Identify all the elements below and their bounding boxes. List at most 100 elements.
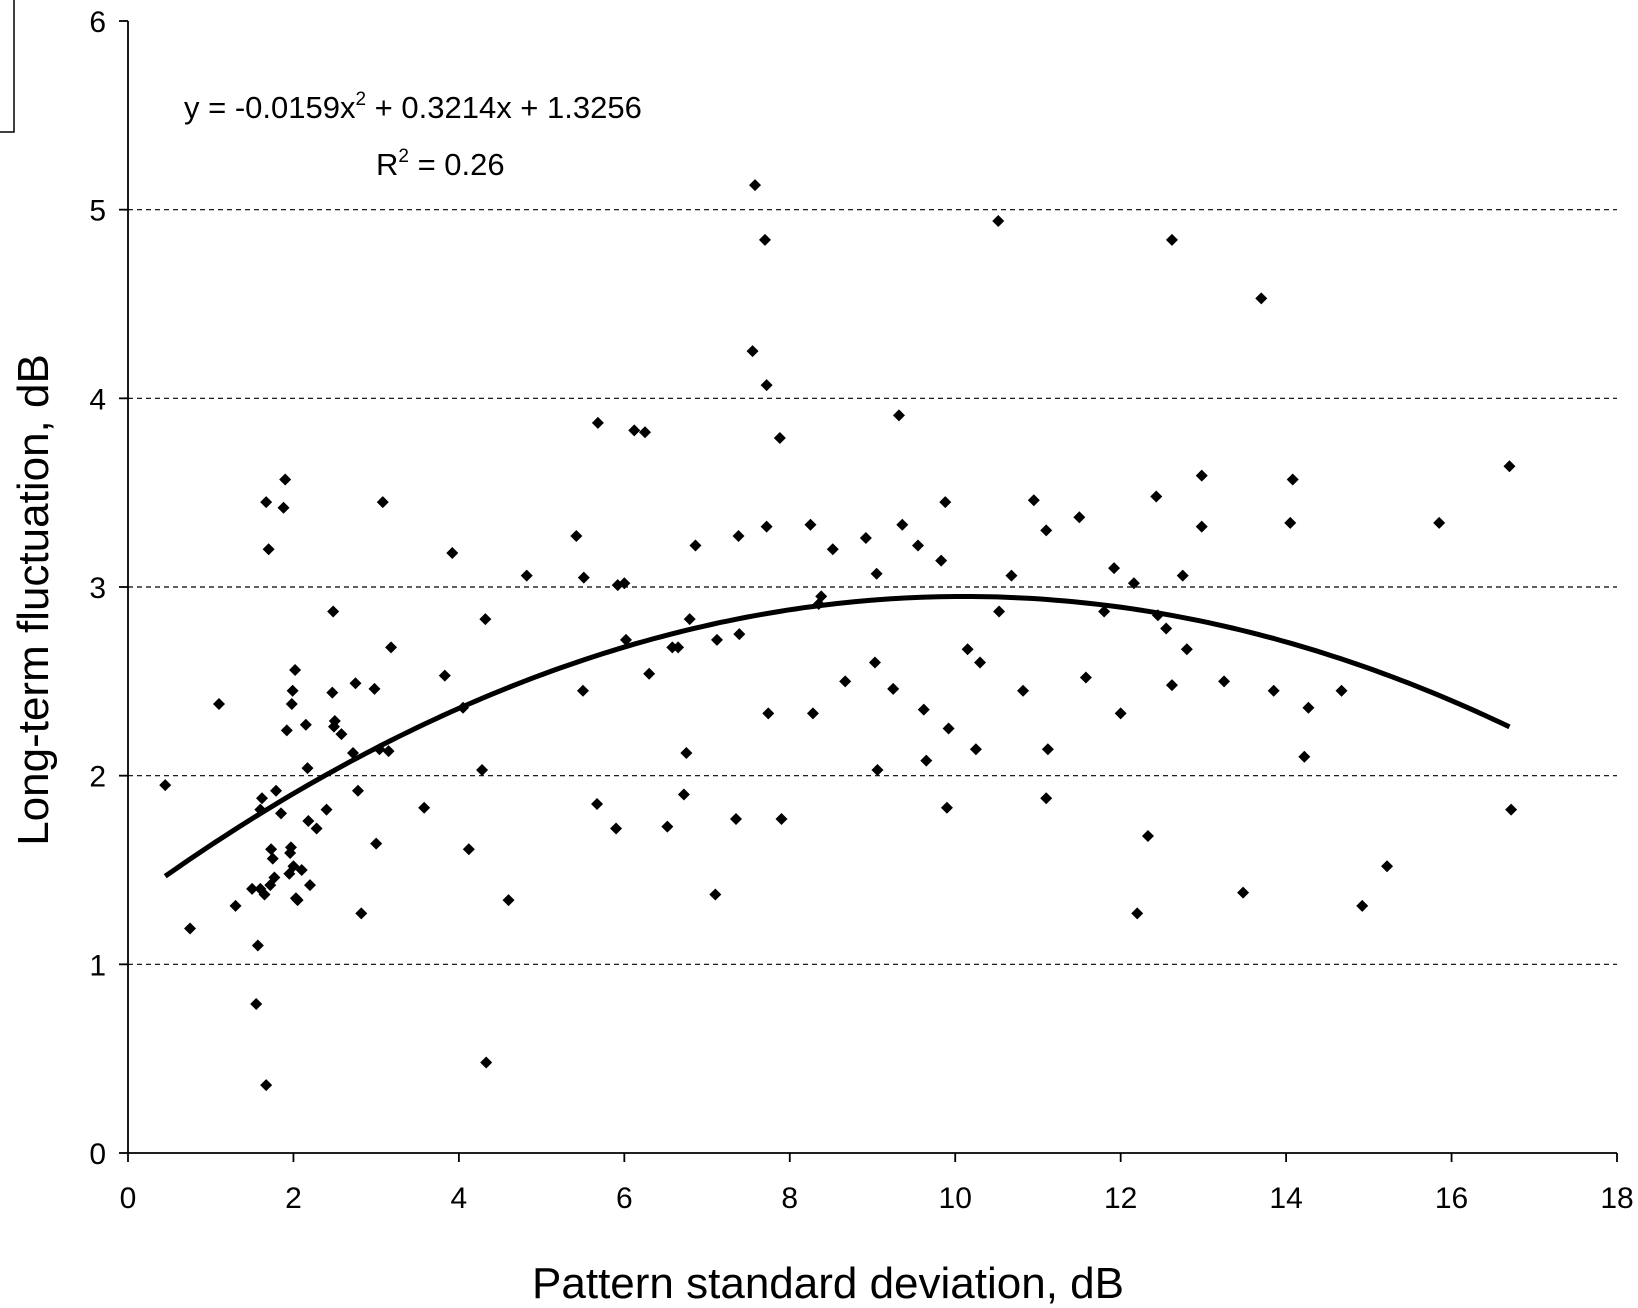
x-tick-label: 12	[1104, 1182, 1137, 1215]
equation-prefix: y = -0.0159x	[184, 90, 356, 125]
axes	[127, 21, 1617, 1154]
data-point	[871, 764, 884, 777]
data-point	[301, 762, 314, 775]
data-point	[689, 539, 702, 552]
data-point	[279, 473, 292, 486]
data-point	[1141, 830, 1154, 843]
data-point	[762, 707, 775, 720]
data-point	[246, 882, 259, 895]
data-point	[418, 801, 431, 814]
data-point	[732, 530, 745, 543]
data-point	[299, 718, 312, 731]
data-point	[775, 813, 788, 826]
data-point	[570, 530, 583, 543]
data-point	[643, 667, 656, 680]
data-point	[1356, 899, 1369, 912]
data-point	[1255, 292, 1268, 305]
data-point	[520, 569, 533, 582]
y-tick-label: 2	[89, 761, 106, 794]
data-point	[677, 788, 690, 801]
data-point	[942, 722, 955, 735]
x-tick-label: 8	[781, 1182, 798, 1215]
data-point	[746, 345, 759, 358]
data-point	[251, 939, 264, 952]
data-point	[1195, 520, 1208, 533]
data-point	[1131, 907, 1144, 920]
data-point	[939, 496, 952, 509]
x-tick-label: 18	[1600, 1182, 1633, 1215]
data-point	[892, 409, 905, 422]
equation-exponent: 2	[355, 89, 366, 110]
data-point	[1286, 473, 1299, 486]
data-point	[870, 567, 883, 580]
data-point	[639, 426, 652, 439]
r-squared: R2 = 0.26	[376, 146, 505, 182]
data-point	[610, 822, 623, 835]
data-point	[1195, 469, 1208, 482]
data-point	[462, 843, 475, 856]
data-point	[289, 664, 302, 677]
trendline	[163, 594, 1511, 879]
y-tick-label: 5	[89, 195, 106, 228]
data-point	[266, 852, 279, 865]
data-point	[1180, 643, 1193, 656]
data-point	[896, 518, 909, 531]
gridlines	[128, 209, 1617, 965]
data-point	[355, 907, 368, 920]
data-point	[284, 841, 297, 854]
data-point	[351, 784, 364, 797]
data-point	[1302, 701, 1315, 714]
data-point	[310, 822, 323, 835]
data-point	[1127, 577, 1140, 590]
data-point	[376, 496, 389, 509]
data-point	[1098, 605, 1111, 618]
data-point	[1040, 524, 1053, 537]
data-point	[286, 684, 299, 697]
data-point	[709, 888, 722, 901]
data-point	[868, 656, 881, 669]
data-point	[710, 633, 723, 646]
data-point	[287, 860, 300, 873]
data-point	[773, 431, 786, 444]
y-tick-label: 6	[89, 6, 106, 39]
data-point	[974, 656, 987, 669]
x-tick-label: 2	[285, 1182, 302, 1215]
data-point	[280, 724, 293, 737]
data-point	[911, 539, 924, 552]
data-point	[815, 590, 828, 603]
data-point	[1381, 860, 1394, 873]
y-axis-title: Long-term fluctuation, dB	[9, 354, 58, 846]
data-point	[275, 807, 288, 820]
data-point	[1335, 684, 1348, 697]
data-point	[618, 577, 631, 590]
data-point	[730, 813, 743, 826]
data-point	[940, 801, 953, 814]
data-point	[619, 633, 632, 646]
data-point	[285, 697, 298, 710]
data-point	[326, 686, 339, 699]
data-point	[1505, 803, 1518, 816]
data-point	[446, 547, 459, 560]
data-point	[1005, 569, 1018, 582]
data-point	[760, 520, 773, 533]
data-point	[1267, 684, 1280, 697]
y-axis-ticks: 0 1 2 3 4 5 6	[89, 6, 128, 1171]
data-point	[1079, 671, 1092, 684]
r-squared-suffix: = 0.26	[409, 147, 505, 182]
data-point	[1237, 886, 1250, 899]
data-point	[1073, 511, 1086, 524]
y-tick-label: 4	[89, 383, 106, 416]
data-point	[260, 1079, 273, 1092]
data-point	[1150, 490, 1163, 503]
data-point	[749, 179, 762, 192]
data-point	[302, 814, 315, 827]
data-point	[268, 871, 281, 884]
x-axis-ticks: 0 2 4 6 8 10 12 14 16 18	[120, 1153, 1634, 1215]
data-point	[368, 682, 381, 695]
data-point	[260, 496, 273, 509]
data-point	[661, 820, 674, 833]
data-point	[993, 605, 1006, 618]
y-tick-label: 3	[89, 572, 106, 605]
x-tick-label: 6	[616, 1182, 633, 1215]
